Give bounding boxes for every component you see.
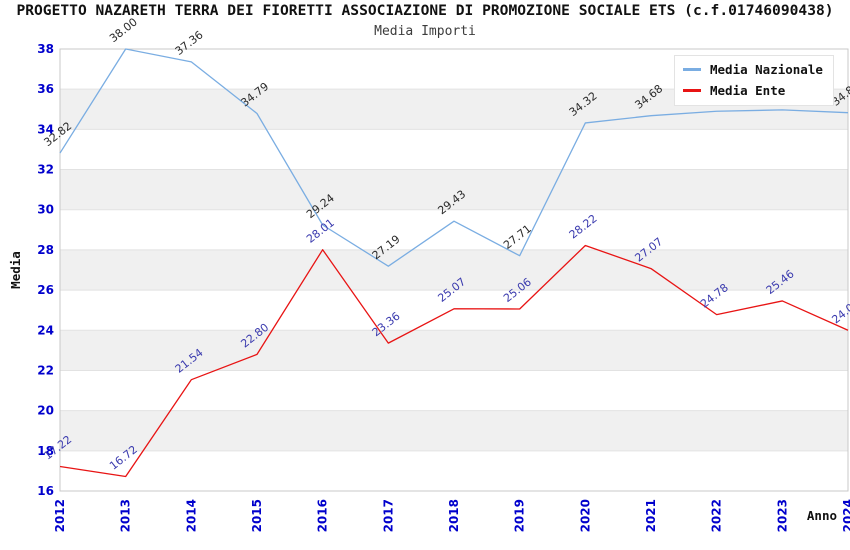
point-label: 24.00: [829, 297, 850, 327]
y-axis-title: Media: [8, 251, 23, 289]
y-tick-label: 24: [37, 323, 54, 337]
plot-border: [59, 48, 849, 492]
grid-band: [60, 330, 848, 371]
chart-subtitle: Media Importi: [374, 24, 476, 39]
y-tick-label: 36: [37, 82, 54, 96]
point-label: 38.00: [107, 15, 140, 45]
point-label: 28.22: [567, 212, 600, 242]
x-tick-label: 2017: [381, 499, 395, 532]
x-tick-label: 2019: [513, 499, 527, 532]
legend: Media Nazionale Media Ente: [674, 55, 834, 106]
media-nazionale-line-swatch-icon: [683, 68, 701, 71]
series-line-media-ente: [59, 244, 849, 478]
y-tick-label: 34: [37, 122, 54, 136]
y-tick-label: 30: [37, 203, 54, 217]
grid-band: [60, 169, 848, 210]
x-tick-label: 2016: [316, 499, 330, 532]
y-tick-label: 38: [37, 42, 54, 56]
x-tick-label: 2020: [578, 499, 592, 532]
y-tick-label: 20: [37, 404, 54, 418]
legend-label: Media Nazionale: [710, 62, 823, 77]
grid-band: [60, 410, 848, 451]
y-tick-label: 18: [37, 444, 54, 458]
x-tick-label: 2018: [447, 499, 461, 532]
y-tick-label: 28: [37, 243, 54, 257]
x-tick-label: 2012: [53, 499, 67, 532]
y-tick-label: 26: [37, 283, 54, 297]
series-line-media-nazionale: [59, 48, 849, 267]
x-tick-label: 2013: [119, 499, 133, 532]
x-tick-label: 2021: [644, 499, 658, 532]
x-tick-label: 2022: [710, 499, 724, 532]
x-tick-label: 2023: [775, 499, 789, 532]
legend-item-media-ente: Media Ente: [683, 83, 823, 98]
y-tick-label: 22: [37, 363, 54, 377]
legend-item-media-nazionale: Media Nazionale: [683, 62, 823, 77]
y-tick-label: 32: [37, 163, 54, 177]
point-label: 37.36: [173, 28, 206, 58]
x-tick-label: 2014: [184, 499, 198, 532]
x-axis-title: Anno: [806, 508, 837, 523]
media-ente-line-swatch-icon: [683, 89, 701, 92]
y-tick-label: 16: [37, 484, 54, 498]
chart-title: PROGETTO NAZARETH TERRA DEI FIORETTI ASS…: [16, 2, 834, 19]
x-tick-label: 2015: [250, 499, 264, 532]
legend-label: Media Ente: [710, 83, 786, 98]
grid-band: [60, 249, 848, 291]
x-tick-label: 2024: [841, 499, 850, 532]
